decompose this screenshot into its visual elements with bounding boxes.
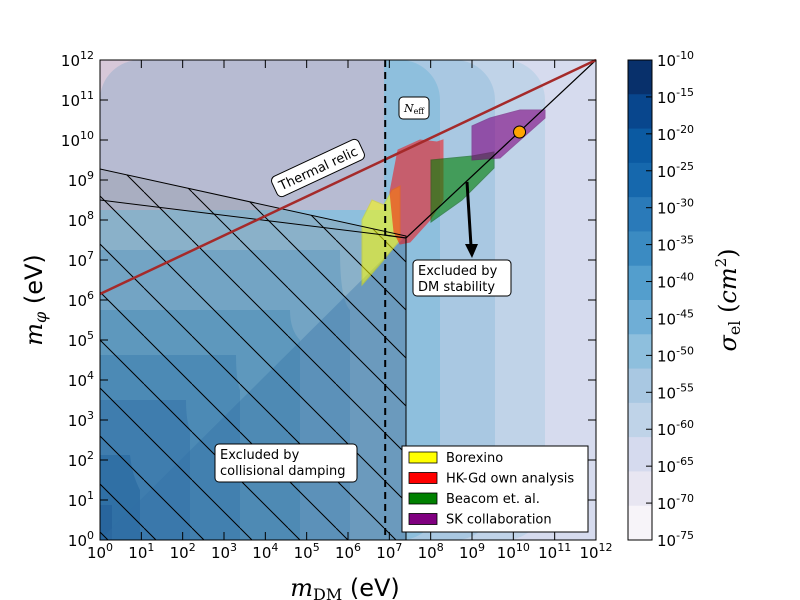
colorbar-tick-label: 10-10 <box>657 49 694 70</box>
x-axis-ticks: 100 101 102 103 104 105 106 107 108 109 1010 1011 10… <box>87 60 613 562</box>
legend: Borexino HK-Gd own analysis Beacom et. al.… <box>401 445 589 533</box>
colorbar-tick-label: 10-20 <box>657 123 694 144</box>
y-tick-label: 1011 <box>61 89 94 110</box>
x-tick-label: 105 <box>294 541 320 562</box>
x-axis-label: mDM (eV) <box>290 574 400 600</box>
y-tick-label: 103 <box>68 409 94 430</box>
y-tick-label: 101 <box>68 489 94 510</box>
y-tick-label: 109 <box>68 169 94 190</box>
x-tick-label: 107 <box>376 541 402 562</box>
colorbar-tick-label: 10-40 <box>657 271 694 292</box>
x-tick-label: 100 <box>87 541 113 562</box>
collisional-label-line2: collisional damping <box>220 464 345 479</box>
y-axis-label: mφ (eV) <box>20 254 50 346</box>
x-tick-label: 1010 <box>497 541 530 562</box>
y-tick-label: 106 <box>68 289 94 310</box>
y-tick-label: 1012 <box>61 49 94 70</box>
sk-region <box>471 109 546 161</box>
colorbar-label: σel (cm2) <box>712 248 744 351</box>
dm-stability-arrow <box>465 181 478 258</box>
colorbar-band <box>628 300 652 335</box>
y-tick-label: 104 <box>68 369 94 390</box>
colorbar-band <box>628 505 652 541</box>
colorbar-band <box>628 402 652 438</box>
x-tick-label: 101 <box>128 541 154 562</box>
x-tick-label: 108 <box>418 541 444 562</box>
x-tick-label: 103 <box>211 541 237 562</box>
colorbar-tick-label: 10-65 <box>657 455 694 476</box>
colorbar-band <box>628 265 652 301</box>
colorbar-tick-label: 10-55 <box>657 381 694 402</box>
x-tick-label: 1011 <box>538 541 571 562</box>
colorbar-tick-label: 10-75 <box>657 529 694 550</box>
collisional-boundary-line <box>100 168 407 540</box>
collisional-label-line1: Excluded by <box>220 448 300 463</box>
dm-stability-label-line2: DM stability <box>418 280 495 295</box>
colorbar-tick-label: 10-45 <box>657 307 694 328</box>
colorbar-band <box>628 231 652 267</box>
colorbar-band <box>628 437 652 472</box>
x-tick-label: 1012 <box>579 541 612 562</box>
colorbar-tick-label: 10-25 <box>657 160 694 181</box>
legend-label: Borexino <box>446 451 503 466</box>
colorbar-band <box>628 60 652 95</box>
collisional-annotation: Excluded by collisional damping <box>214 443 358 483</box>
colorbar: 10-10 10-15 10-20 10-25 10-30 10-35 10-40 10-45… <box>627 49 694 550</box>
y-tick-label: 102 <box>68 449 94 470</box>
colorbar-tick-label: 10-35 <box>657 234 694 255</box>
legend-label: SK collaboration <box>446 513 552 528</box>
colorbar-tick-label: 10-15 <box>657 86 694 107</box>
colorbar-band <box>628 197 652 232</box>
legend-swatch <box>408 513 438 525</box>
legend-label: HK-Gd own analysis <box>446 472 574 487</box>
y-tick-label: 100 <box>68 529 94 550</box>
y-tick-label: 105 <box>68 329 94 350</box>
colorbar-band <box>628 368 652 404</box>
colorbar-tick-label: 10-60 <box>657 418 694 439</box>
colorbar-frame <box>627 59 653 541</box>
colorbar-band <box>628 334 652 370</box>
colorbar-band <box>628 471 652 507</box>
thermal-relic-line <box>99 58 597 296</box>
colorbar-band <box>628 94 652 130</box>
legend-swatch <box>408 492 438 505</box>
x-tick-label: 109 <box>459 541 485 562</box>
colorbar-band <box>628 128 652 164</box>
colorbar-tick-label: 10-70 <box>657 492 694 513</box>
y-tick-label: 1010 <box>61 129 94 150</box>
marker-point <box>513 125 527 139</box>
legend-swatch <box>408 451 438 464</box>
legend-swatch <box>408 472 438 484</box>
dm-stability-annotation: Excluded by DM stability <box>412 259 512 297</box>
x-tick-label: 102 <box>170 541 196 562</box>
colorbar-tick-label: 10-50 <box>657 344 694 365</box>
legend-label: Beacom et. al. <box>446 492 540 507</box>
collisional-upper-line <box>100 199 393 237</box>
neff-annotation: Neff <box>398 96 430 120</box>
y-axis-ticks: 100 101 102 103 104 105 106 107 108 109 1010 1011 10… <box>61 49 596 550</box>
y-tick-label: 108 <box>68 209 94 230</box>
x-tick-label: 104 <box>252 541 278 562</box>
dm-stability-label-line1: Excluded by <box>418 264 498 279</box>
colorbar-tick-label: 10-30 <box>657 197 694 218</box>
colorbar-band <box>628 162 652 198</box>
y-tick-label: 107 <box>68 249 94 270</box>
x-tick-label: 106 <box>335 541 361 562</box>
